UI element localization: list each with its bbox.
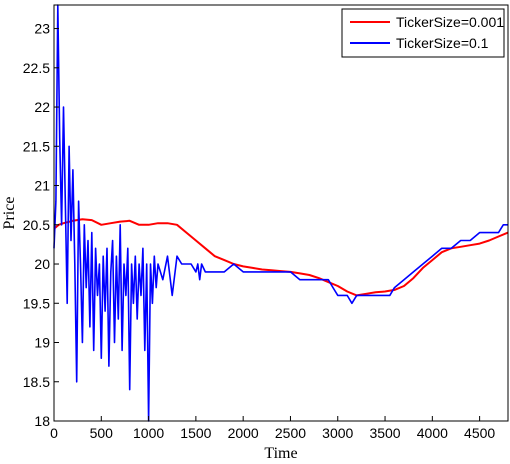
y-tick-label: 21.5 xyxy=(23,138,50,154)
series-line-1 xyxy=(53,4,508,422)
y-tick-label: 18 xyxy=(34,413,50,429)
y-tick-label: 22.5 xyxy=(23,60,50,76)
y-tick-label: 20.5 xyxy=(23,217,50,233)
y-axis-label: Price xyxy=(1,197,18,230)
series-layer xyxy=(53,4,509,422)
x-tick-label: 1500 xyxy=(180,425,211,441)
legend-box xyxy=(341,8,505,58)
plot-frame xyxy=(53,4,509,422)
legend-label-ticker-01: TickerSize=0.1 xyxy=(396,35,489,51)
x-tick-label: 3500 xyxy=(369,425,400,441)
series-line-0 xyxy=(53,218,509,297)
x-tick-label: 1000 xyxy=(133,425,164,441)
y-tick-label: 21 xyxy=(34,178,50,194)
x-tick-label: 0 xyxy=(50,425,58,441)
x-tick-label: 3000 xyxy=(322,425,353,441)
x-tick-label: 4000 xyxy=(417,425,448,441)
y-tick-label: 20 xyxy=(34,256,50,272)
y-tick-label: 22 xyxy=(34,99,50,115)
x-tick-label: 500 xyxy=(90,425,114,441)
y-tick-label: 23 xyxy=(34,21,50,37)
legend: TickerSize=0.001 TickerSize=0.1 xyxy=(341,8,505,58)
x-tick-label: 4500 xyxy=(464,425,495,441)
x-axis-label: Time xyxy=(264,445,297,462)
x-tick-label: 2500 xyxy=(275,425,306,441)
legend-label-ticker-0001: TickerSize=0.001 xyxy=(396,14,504,30)
tick-layer: 0 500 1000 1500 2000 2500 3000 3500 4000 4500 18 18… xyxy=(23,21,496,441)
y-tick-label: 19 xyxy=(34,335,50,351)
y-tick-label: 18.5 xyxy=(23,374,50,390)
x-tick-label: 2000 xyxy=(228,425,259,441)
y-tick-label: 19.5 xyxy=(23,295,50,311)
